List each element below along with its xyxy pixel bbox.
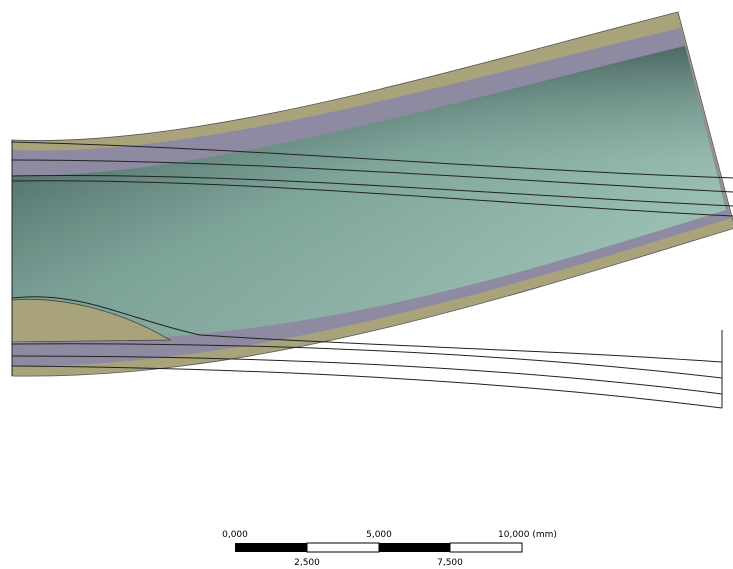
scale-bar: 0,000 5,000 10,000 (mm) 2,500 7,500	[222, 530, 557, 568]
scale-segment	[379, 543, 450, 552]
scale-label: 0,000	[222, 530, 248, 540]
scale-segment	[450, 543, 522, 552]
scale-label: 10,000 (mm)	[498, 530, 557, 540]
lumen-shade	[12, 46, 726, 342]
scale-label: 5,000	[366, 530, 392, 540]
scale-label: 7,500	[437, 558, 463, 568]
scale-label: 2,500	[294, 558, 320, 568]
scale-segment	[235, 543, 307, 552]
scale-segment	[307, 543, 379, 552]
viewport: 0,000 5,000 10,000 (mm) 2,500 7,500	[0, 0, 733, 569]
